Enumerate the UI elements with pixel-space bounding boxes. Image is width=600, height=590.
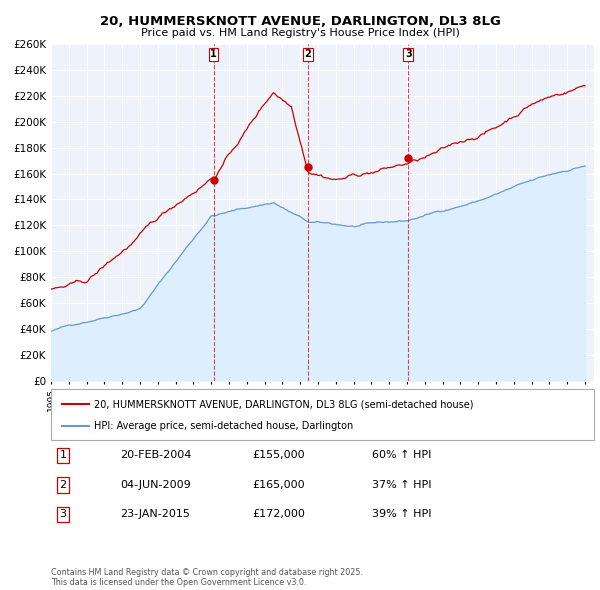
Text: 37% ↑ HPI: 37% ↑ HPI	[372, 480, 431, 490]
Text: £155,000: £155,000	[252, 451, 305, 460]
Text: 1: 1	[210, 50, 217, 59]
Text: £172,000: £172,000	[252, 510, 305, 519]
Text: HPI: Average price, semi-detached house, Darlington: HPI: Average price, semi-detached house,…	[94, 421, 353, 431]
Text: 39% ↑ HPI: 39% ↑ HPI	[372, 510, 431, 519]
Text: 2: 2	[59, 480, 67, 490]
Text: 2: 2	[304, 50, 311, 59]
Text: 20, HUMMERSKNOTT AVENUE, DARLINGTON, DL3 8LG: 20, HUMMERSKNOTT AVENUE, DARLINGTON, DL3…	[100, 15, 500, 28]
FancyBboxPatch shape	[51, 389, 594, 440]
Text: Price paid vs. HM Land Registry's House Price Index (HPI): Price paid vs. HM Land Registry's House …	[140, 28, 460, 38]
Text: 20, HUMMERSKNOTT AVENUE, DARLINGTON, DL3 8LG (semi-detached house): 20, HUMMERSKNOTT AVENUE, DARLINGTON, DL3…	[94, 399, 474, 409]
Text: 20-FEB-2004: 20-FEB-2004	[120, 451, 191, 460]
Text: 3: 3	[59, 510, 67, 519]
Text: Contains HM Land Registry data © Crown copyright and database right 2025.
This d: Contains HM Land Registry data © Crown c…	[51, 568, 363, 587]
Text: 04-JUN-2009: 04-JUN-2009	[120, 480, 191, 490]
Text: £165,000: £165,000	[252, 480, 305, 490]
Text: 1: 1	[59, 451, 67, 460]
Text: 3: 3	[405, 50, 412, 59]
Text: 60% ↑ HPI: 60% ↑ HPI	[372, 451, 431, 460]
Text: 23-JAN-2015: 23-JAN-2015	[120, 510, 190, 519]
